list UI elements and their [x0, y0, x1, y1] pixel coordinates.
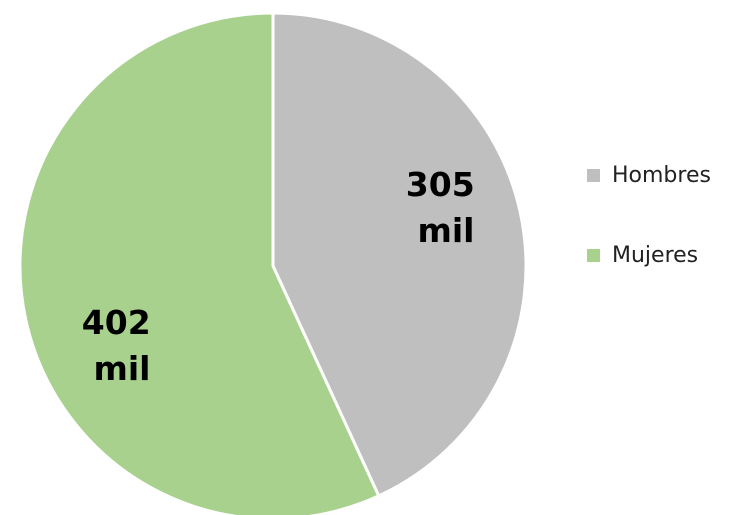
- legend-label-mujeres: Mujeres: [612, 242, 699, 268]
- data-label-mujeres-unit: mil: [93, 349, 150, 388]
- pie-slices: [18, 11, 528, 515]
- legend-swatch-mujeres: [587, 248, 600, 262]
- legend-label-hombres: Hombres: [612, 162, 711, 188]
- chart-legend: Hombres Mujeres: [587, 158, 711, 318]
- data-label-mujeres: 402 mil: [82, 303, 162, 388]
- pie-slice-hombres: [271, 11, 528, 498]
- pie-slice-mujeres: [18, 11, 381, 515]
- data-label-hombres-value: 305: [406, 165, 475, 204]
- data-label-hombres-unit: mil: [417, 211, 474, 250]
- data-label-hombres: 305 mil: [406, 165, 486, 250]
- legend-swatch-hombres: [587, 168, 600, 182]
- data-label-mujeres-value: 402: [82, 303, 151, 342]
- legend-item-mujeres: Mujeres: [587, 238, 711, 272]
- legend-item-hombres: Hombres: [587, 158, 711, 192]
- pie-data-labels: 305 mil 402 mil: [82, 165, 486, 388]
